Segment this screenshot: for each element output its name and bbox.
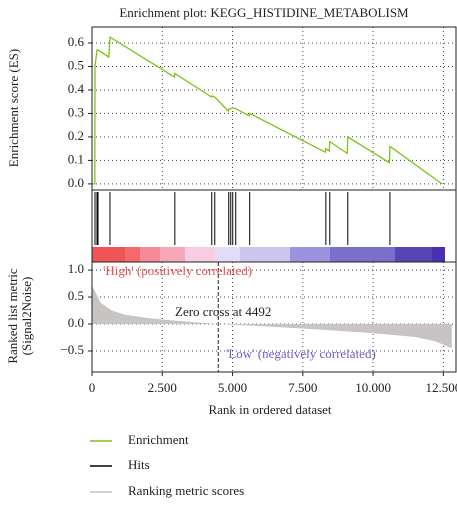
- legend-label: Hits: [128, 457, 150, 472]
- x-tick-label: 12.500: [425, 380, 457, 395]
- y-tick-label: 0.1: [68, 151, 84, 166]
- x-tick-label: 10.000: [355, 380, 391, 395]
- y-tick-label: 0.6: [68, 34, 85, 49]
- legend-label: Ranking metric scores: [128, 483, 244, 498]
- chart-title: Enrichment plot: KEGG_HISTIDINE_METABOLI…: [119, 5, 409, 20]
- y-tick-label: 0.5: [68, 57, 84, 72]
- color-bar: [92, 247, 445, 262]
- panel-frame: [91, 26, 457, 191]
- y-tick-label: 0.0: [68, 315, 84, 330]
- y-axis-title: Ranked list metric: [5, 268, 20, 364]
- y-tick-label: −0.5: [60, 342, 84, 357]
- x-tick-label: 5.000: [218, 380, 247, 395]
- y-tick-label: 0.0: [68, 175, 84, 190]
- y-tick-label: 1.0: [68, 261, 84, 276]
- enrichment-line: [92, 35, 443, 185]
- y-tick-label: 0.5: [68, 288, 84, 303]
- legend-label: Enrichment: [128, 432, 189, 447]
- x-tick-label: 7.500: [288, 380, 317, 395]
- y-tick-label: 0.3: [68, 104, 84, 119]
- y-tick-label: 0.2: [68, 128, 84, 143]
- x-tick-label: 0: [89, 380, 96, 395]
- y-axis-title: Enrichment score (ES): [6, 49, 21, 167]
- annotation: Zero cross at 4492: [175, 304, 271, 319]
- ranking-area: [92, 285, 452, 349]
- annotation: 'High' (positively correlated): [103, 263, 252, 278]
- y-axis-title: (Signal2Noise): [19, 277, 34, 356]
- x-tick-label: 2.500: [148, 380, 177, 395]
- panel-frame: [91, 261, 457, 373]
- annotation: 'Low' (negatively correlated): [226, 346, 376, 361]
- y-tick-label: 0.4: [68, 81, 85, 96]
- x-axis-title: Rank in ordered dataset: [208, 402, 331, 417]
